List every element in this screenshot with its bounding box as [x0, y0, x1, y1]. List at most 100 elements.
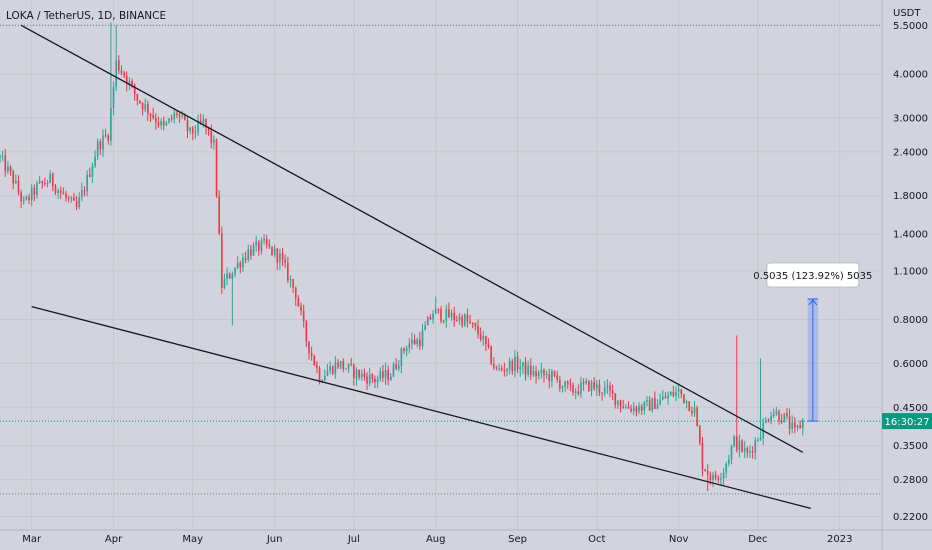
candle-body — [22, 199, 25, 202]
candle-body — [152, 115, 154, 118]
candle-body — [0, 156, 1, 159]
candle-body — [353, 364, 355, 379]
candle-body — [617, 400, 619, 405]
candle-body — [242, 257, 244, 268]
candle-body — [331, 366, 334, 374]
y-tick-label: 0.3500 — [893, 441, 928, 452]
candle-body — [683, 394, 685, 403]
candle-body — [667, 395, 669, 399]
candle-body — [572, 385, 574, 393]
candle-body — [743, 448, 746, 452]
candle-body — [688, 401, 691, 412]
y-tick-label: 1.8000 — [893, 191, 928, 202]
candle-body — [347, 363, 350, 369]
candle-body — [215, 139, 218, 197]
candle-body — [395, 364, 397, 369]
candle-body — [759, 438, 762, 441]
candle-body — [308, 341, 310, 354]
candle-body — [640, 405, 643, 411]
candle-body — [728, 459, 730, 464]
candle-body — [490, 346, 492, 364]
candle-body — [524, 362, 527, 375]
candle-body — [754, 440, 757, 453]
candle-body — [244, 257, 247, 260]
candle-body — [339, 361, 342, 368]
candle-body — [279, 253, 281, 263]
candle-body — [746, 448, 749, 453]
candle-body — [609, 385, 611, 391]
candle-body — [595, 384, 598, 389]
candle-body — [157, 122, 160, 126]
candle-body — [537, 372, 540, 377]
candle-body — [284, 259, 287, 263]
candle-body — [154, 117, 157, 123]
candle-body — [199, 120, 202, 123]
candle-body — [606, 385, 609, 388]
candle-body — [569, 384, 572, 386]
candle-body — [226, 273, 228, 280]
candle-body — [635, 407, 638, 412]
candle-body — [450, 312, 453, 318]
candle-body — [651, 398, 654, 411]
candle-body — [54, 186, 57, 193]
level-layer — [0, 24, 882, 495]
candle-body — [88, 174, 91, 177]
candle-body — [115, 60, 118, 87]
candle-body — [239, 262, 242, 268]
x-tick-label: Jul — [347, 534, 360, 545]
candle-body — [131, 81, 133, 85]
candle-body — [786, 412, 788, 417]
measure-layer: 0.5035 (123.92%) 5035 — [753, 262, 872, 422]
candle-body — [91, 166, 94, 177]
candle-body — [722, 472, 725, 478]
candle-body — [714, 474, 717, 479]
candle-body — [564, 381, 566, 387]
candle-body — [540, 369, 543, 373]
candle-body — [81, 190, 83, 198]
x-tick-label: Apr — [105, 534, 123, 545]
candle-body — [551, 370, 553, 382]
x-tick-label: Dec — [748, 534, 767, 545]
candle-body — [15, 180, 17, 184]
candle-body — [498, 368, 500, 370]
candle-body — [577, 391, 580, 394]
candle-body — [588, 380, 590, 391]
candle-body — [614, 393, 617, 405]
y-tick-label: 2.4000 — [893, 147, 928, 158]
candle-body — [482, 335, 485, 340]
candle-body — [94, 156, 96, 167]
candle-body — [593, 382, 595, 389]
candle-body — [738, 440, 741, 451]
candle-body — [453, 312, 456, 320]
candle-body — [176, 113, 178, 115]
candle-body — [561, 386, 564, 389]
candle-body — [118, 60, 120, 71]
candle-body — [345, 368, 347, 370]
candle-body — [112, 86, 115, 109]
candle-body — [363, 373, 366, 377]
candle-body — [585, 380, 588, 384]
candle-body — [67, 197, 70, 199]
candle-body — [379, 371, 382, 379]
candle-body — [677, 389, 680, 392]
candle-body — [770, 415, 772, 422]
candle-body — [432, 313, 434, 320]
candle-body — [36, 183, 38, 195]
candle-body — [38, 181, 41, 184]
candle-body — [757, 440, 759, 442]
x-tick-label: Jun — [266, 534, 283, 545]
candle-body — [294, 287, 297, 299]
candle-body — [485, 335, 487, 345]
candle-body — [181, 115, 184, 117]
candle-body — [337, 362, 339, 368]
trendline-upper — [20, 24, 804, 453]
candle-body — [257, 241, 260, 252]
candle-body — [292, 279, 294, 288]
candle-body — [136, 94, 139, 101]
candle-body — [268, 244, 271, 247]
candle-body — [28, 196, 30, 201]
candle-body — [638, 405, 640, 412]
candle-body — [471, 322, 474, 324]
